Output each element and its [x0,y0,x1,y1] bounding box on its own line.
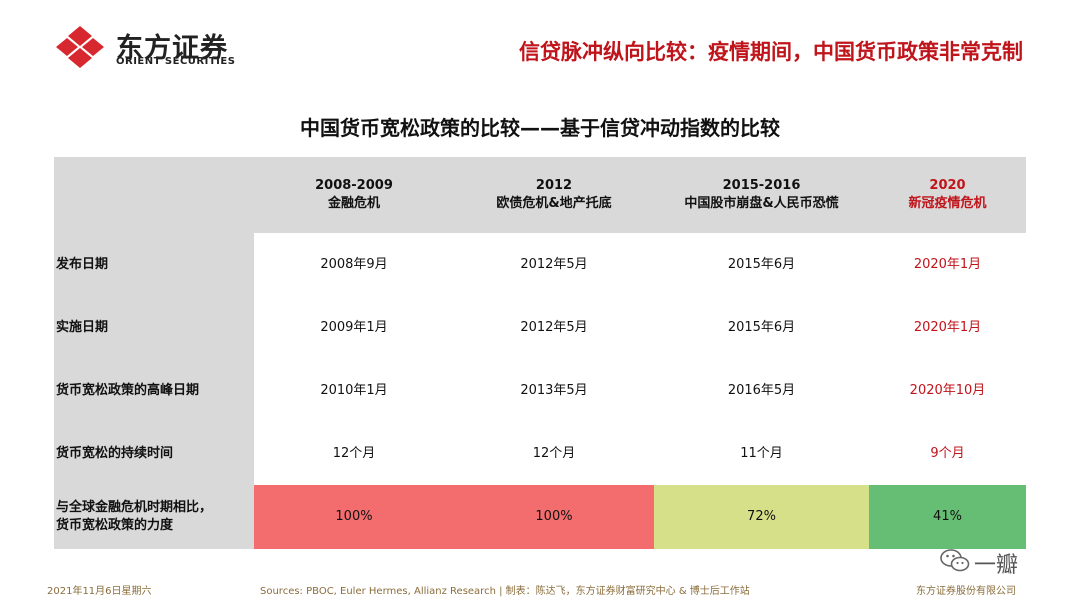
table-cell-highlight: 2020年10月 [909,382,986,398]
table-header-band [54,157,1026,233]
wechat-watermark: 一瓣 [940,547,1050,578]
table-cell: 2013年5月 [520,382,588,398]
table-cell: 2012年5月 [520,256,588,272]
table-label-column [54,233,254,549]
footer-sources: Sources: PBOC, Euler Hermes, Allianz Res… [260,586,750,597]
column-event: 新冠疫情危机 [908,196,987,211]
table-cell: 2016年5月 [727,382,796,398]
comparison-table: 2008-2009 金融危机 2012 欧债危机&地产托底 2015-2016 … [54,157,1026,549]
row-label-implementation-date: 实施日期 [56,319,109,335]
footer-date: 2021年11月6日星期六 [47,586,152,597]
table-cell-highlight: 9个月 [930,445,965,461]
table-title: 中国货币宽松政策的比较——基于信贷冲动指数的比较 [300,116,780,140]
column-year: 2008-2009 [315,178,393,193]
header: 东方证券 ORIENT SECURITIES 信贷脉冲纵向比较：疫情期间，中国货… [0,0,1080,80]
intensity-cell: 100% [254,485,454,549]
intensity-cell: 41% [869,485,1026,549]
row-label-release-date: 发布日期 [56,256,109,272]
wechat-icon [940,549,970,572]
column-header-2015: 2015-2016 中国股市崩盘&人民币恐慌 [654,157,869,233]
column-year: 2015-2016 [722,178,801,193]
table-cell: 2015年6月 [727,319,796,335]
column-year: 2012 [535,178,573,193]
table-cell: 2010年1月 [320,382,388,398]
table-cell-highlight: 2020年1月 [913,256,982,272]
column-header-2020: 2020 新冠疫情危机 [869,157,1026,233]
table-cell: 12个月 [532,445,576,461]
row-label-peak-date: 货币宽松政策的高峰日期 [56,382,200,398]
column-event: 中国股市崩盘&人民币恐慌 [684,196,839,211]
brand-name-cn: 东方证券 [116,33,228,64]
row-label-line: 货币宽松政策的力度 [56,518,174,533]
brand-logo: 东方证券 ORIENT SECURITIES [54,24,254,70]
table-cell-highlight: 2020年1月 [913,319,982,335]
table-cell: 2008年9月 [320,256,388,272]
watermark-text: 一瓣 [974,553,1019,578]
table-cell: 2009年1月 [320,319,388,335]
table-cell: 2015年6月 [727,256,796,272]
row-label-intensity: 与全球金融危机时期相比， 货币宽松政策的力度 [54,485,254,549]
column-header-2008: 2008-2009 金融危机 [254,157,454,233]
intensity-cell: 72% [654,485,869,549]
column-year: 2020 [929,178,966,193]
table-cell: 11个月 [740,445,783,461]
intensity-cell: 100% [454,485,654,549]
footer-company: 东方证券股份有限公司 [916,586,1016,597]
brand-name-en: ORIENT SECURITIES [116,56,236,67]
table-cell: 2012年5月 [520,319,588,335]
row-label-duration: 货币宽松的持续时间 [56,445,174,461]
slide-title: 信贷脉冲纵向比较：疫情期间，中国货币政策非常克制 [519,40,1023,64]
orient-logo-icon [56,26,104,68]
table-cell: 12个月 [332,445,376,461]
column-event: 金融危机 [327,196,380,211]
column-event: 欧债危机&地产托底 [496,196,612,211]
row-label-line: 与全球金融危机时期相比， [56,500,213,515]
column-header-2012: 2012 欧债危机&地产托底 [454,157,654,233]
